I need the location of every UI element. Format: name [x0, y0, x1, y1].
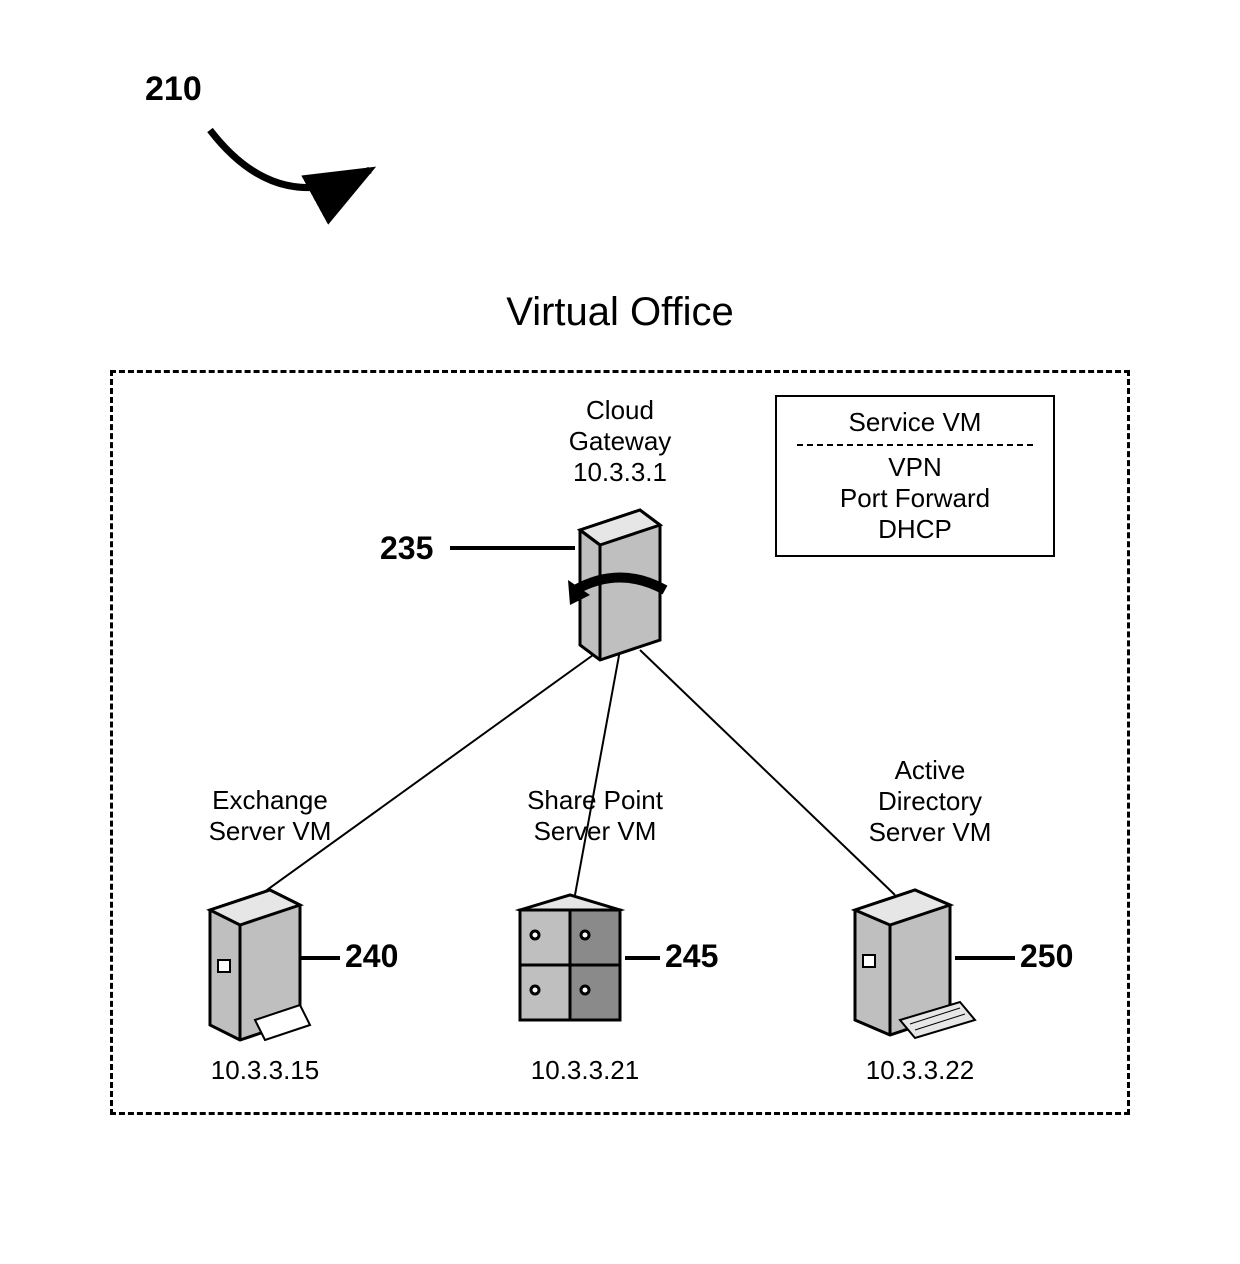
sharepoint-ip: 10.3.3.21 — [495, 1055, 675, 1086]
ref-240: 240 — [345, 938, 398, 975]
service-vm-line-2: DHCP — [797, 514, 1033, 545]
gateway-label: Cloud Gateway 10.3.3.1 — [500, 395, 740, 489]
exchange-ip: 10.3.3.15 — [175, 1055, 355, 1086]
ref-245: 245 — [665, 938, 718, 975]
sharepoint-label: Share Point Server VM — [475, 785, 715, 847]
exchange-label: Exchange Server VM — [160, 785, 380, 847]
diagram-canvas: 210 Virtual Office Service VM VPN Port F… — [0, 0, 1240, 1264]
ref-210: 210 — [145, 70, 202, 109]
service-vm-line-0: VPN — [797, 452, 1033, 483]
ref-250: 250 — [1020, 938, 1073, 975]
ref-235: 235 — [380, 530, 433, 567]
diagram-title: Virtual Office — [0, 290, 1240, 335]
ad-ip: 10.3.3.22 — [830, 1055, 1010, 1086]
ad-label: Active Directory Server VM — [820, 755, 1040, 849]
service-vm-box: Service VM VPN Port Forward DHCP — [775, 395, 1055, 557]
service-vm-title: Service VM — [797, 407, 1033, 438]
service-vm-line-1: Port Forward — [797, 483, 1033, 514]
